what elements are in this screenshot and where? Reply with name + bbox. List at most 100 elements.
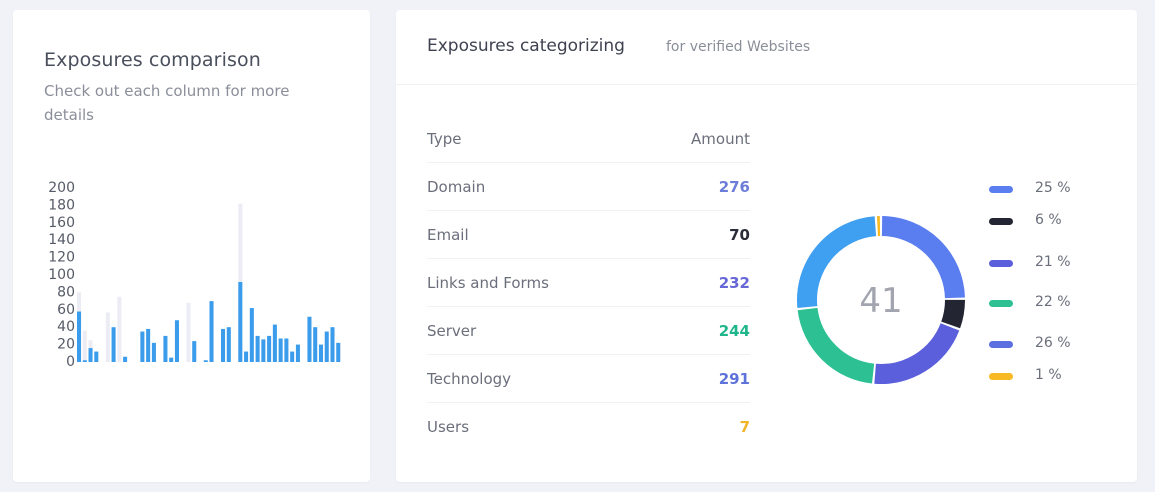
bar[interactable] [238, 281, 243, 362]
row-type: Server [427, 322, 477, 340]
card-header: Exposures categorizing for verified Webs… [396, 10, 1137, 85]
table-row: Server 244 [427, 307, 750, 355]
legend-item[interactable]: 6 % [989, 212, 1109, 232]
donut-slice[interactable] [881, 216, 965, 299]
y-tick-label: 0 [66, 354, 75, 370]
donut-slice[interactable] [941, 299, 966, 329]
legend-label: 21 % [1035, 254, 1071, 270]
bar[interactable] [295, 344, 300, 362]
bar[interactable] [151, 342, 156, 362]
donut-center-value: 41 [859, 281, 902, 321]
y-tick-label: 200 [48, 180, 75, 196]
donut-slice[interactable] [797, 216, 877, 308]
bar[interactable] [77, 311, 82, 362]
table-row: Domain 276 [427, 163, 750, 211]
bar[interactable] [255, 335, 260, 362]
row-type: Email [427, 226, 469, 244]
categorizing-title: Exposures categorizing [427, 36, 625, 56]
exposures-comparison-card: Exposures comparison Check out each colu… [13, 10, 370, 482]
comparison-title: Exposures comparison [44, 49, 261, 71]
column-header-type: Type [427, 130, 462, 148]
donut-slice[interactable] [874, 322, 960, 384]
background-bar[interactable] [117, 296, 122, 362]
background-bar[interactable] [186, 302, 191, 362]
bar[interactable] [318, 344, 323, 362]
legend-swatch [989, 300, 1013, 307]
bar[interactable] [209, 301, 214, 362]
bar[interactable] [82, 360, 87, 362]
bar[interactable] [330, 327, 335, 362]
bar[interactable] [313, 327, 318, 362]
legend-swatch [989, 260, 1013, 267]
bar[interactable] [272, 324, 277, 362]
legend-label: 6 % [1035, 212, 1062, 228]
bar[interactable] [192, 341, 197, 362]
y-tick-label: 180 [48, 197, 75, 213]
y-tick-label: 20 [57, 337, 75, 353]
bar[interactable] [261, 339, 266, 362]
bar[interactable] [88, 348, 93, 362]
bar[interactable] [336, 342, 341, 362]
legend-item[interactable]: 1 % [989, 367, 1109, 387]
legend-item[interactable]: 22 % [989, 294, 1109, 314]
categorizing-donut-chart[interactable]: 41 [781, 200, 981, 400]
legend-label: 26 % [1035, 335, 1071, 351]
bar[interactable] [146, 328, 151, 362]
column-header-amount: Amount [691, 130, 750, 148]
donut-slice[interactable] [797, 307, 875, 384]
exposures-categorizing-card: Exposures categorizing for verified Webs… [396, 10, 1137, 482]
y-tick-label: 100 [48, 267, 75, 283]
bar[interactable] [174, 320, 179, 362]
bar[interactable] [307, 316, 312, 362]
y-tick-label: 120 [48, 250, 75, 266]
bar[interactable] [324, 331, 329, 362]
comparison-subtitle: Check out each column for more details [44, 82, 290, 124]
table-row: Email 70 [427, 211, 750, 259]
bar[interactable] [278, 338, 283, 362]
legend-item[interactable]: 25 % [989, 180, 1109, 200]
y-tick-label: 160 [48, 215, 75, 231]
bar[interactable] [290, 351, 295, 362]
legend-swatch [989, 373, 1013, 380]
bar[interactable] [244, 351, 249, 362]
table-row: Links and Forms 232 [427, 259, 750, 307]
row-amount: 244 [718, 322, 750, 340]
y-tick-label: 40 [57, 319, 75, 335]
legend-item[interactable]: 26 % [989, 335, 1109, 355]
bar[interactable] [111, 327, 116, 362]
main-series [77, 281, 341, 362]
row-type: Technology [427, 370, 512, 388]
legend-label: 1 % [1035, 367, 1062, 383]
legend-item[interactable]: 21 % [989, 254, 1109, 274]
row-amount: 291 [718, 370, 750, 388]
exposure-types-table: Type Amount Domain 276 Email 70 Links an… [427, 115, 750, 450]
y-tick-label: 140 [48, 232, 75, 248]
bar[interactable] [140, 331, 145, 362]
bar[interactable] [163, 335, 168, 362]
legend-label: 22 % [1035, 294, 1071, 310]
bar[interactable] [267, 335, 272, 362]
row-amount: 276 [718, 178, 750, 196]
bar[interactable] [94, 351, 99, 362]
legend-label: 25 % [1035, 180, 1071, 196]
bar[interactable] [169, 357, 174, 362]
legend-swatch [989, 341, 1013, 348]
y-tick-label: 60 [57, 302, 75, 318]
legend-swatch [989, 186, 1013, 193]
bar[interactable] [203, 360, 208, 362]
background-bar[interactable] [82, 330, 87, 362]
bar[interactable] [284, 338, 289, 362]
bar[interactable] [249, 308, 254, 362]
bar[interactable] [123, 356, 128, 362]
categorizing-subtitle: for verified Websites [666, 39, 811, 55]
bar[interactable] [221, 328, 226, 362]
row-type: Users [427, 418, 470, 436]
background-series [77, 203, 243, 362]
row-type: Links and Forms [427, 274, 549, 292]
row-amount: 7 [739, 418, 750, 436]
row-amount: 70 [729, 226, 750, 244]
background-bar[interactable] [105, 312, 110, 362]
bar[interactable] [226, 327, 231, 362]
